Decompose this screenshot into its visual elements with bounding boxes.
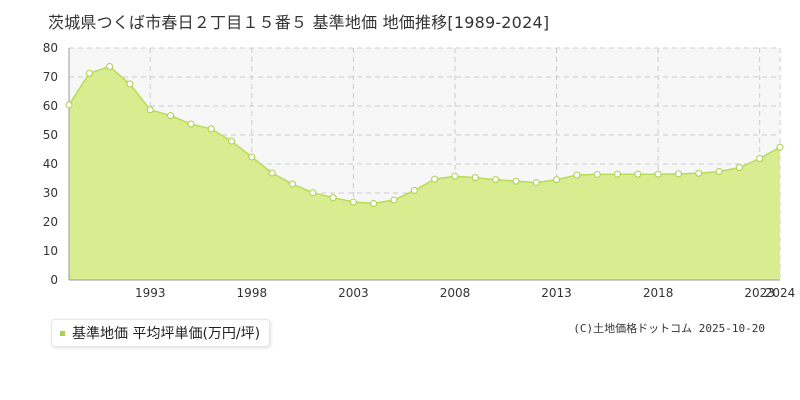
y-tick-label: 60 bbox=[43, 99, 58, 113]
data-point bbox=[85, 69, 93, 77]
tick-label-layer: 0 10 20 30 40 50 60 70 80 1993 1998 2003 2008 2013 201… bbox=[43, 41, 796, 300]
data-point bbox=[288, 180, 296, 188]
x-tick-label: 2018 bbox=[643, 286, 674, 300]
copyright-text: (C)土地価格ドットコム 2025-10-20 bbox=[573, 322, 765, 335]
data-point bbox=[268, 169, 276, 177]
x-tick-label: 1993 bbox=[135, 286, 166, 300]
x-tick-label: 1998 bbox=[237, 286, 268, 300]
data-point bbox=[146, 106, 154, 114]
series-area bbox=[69, 66, 780, 280]
data-point bbox=[187, 120, 195, 128]
axis-layer bbox=[68, 48, 780, 281]
chart-title: 茨城県つくば市春日２丁目１５番５ 基準地価 地価推移[1989-2024] bbox=[48, 13, 550, 32]
data-point bbox=[492, 176, 500, 184]
data-point bbox=[167, 112, 175, 120]
data-point bbox=[654, 170, 662, 178]
data-point bbox=[65, 101, 73, 109]
data-point bbox=[309, 189, 317, 197]
data-point bbox=[329, 194, 337, 202]
data-point bbox=[126, 80, 134, 88]
data-point bbox=[695, 169, 703, 177]
data-point bbox=[471, 174, 479, 182]
data-point bbox=[512, 177, 520, 185]
data-point bbox=[756, 154, 764, 162]
legend-swatch bbox=[60, 330, 65, 336]
y-tick-label: 70 bbox=[43, 70, 58, 84]
data-point bbox=[451, 172, 459, 180]
data-point bbox=[674, 170, 682, 178]
data-point bbox=[248, 153, 256, 161]
data-point bbox=[207, 125, 215, 133]
y-tick-label: 0 bbox=[50, 273, 58, 287]
data-point bbox=[390, 196, 398, 204]
data-point bbox=[228, 137, 236, 145]
data-point bbox=[106, 63, 114, 71]
data-point bbox=[349, 198, 357, 206]
y-tick-label: 30 bbox=[43, 186, 58, 200]
x-tick-label: 2003 bbox=[338, 286, 369, 300]
y-tick-label: 50 bbox=[43, 128, 58, 142]
y-tick-label: 80 bbox=[43, 41, 58, 55]
data-point bbox=[532, 179, 540, 187]
data-point bbox=[553, 176, 561, 184]
data-point bbox=[735, 163, 743, 171]
data-point bbox=[573, 171, 581, 179]
legend-label: 基準地価 平均坪単価(万円/坪) bbox=[72, 326, 261, 342]
data-point bbox=[431, 175, 439, 183]
data-point bbox=[613, 170, 621, 178]
marker-layer bbox=[65, 63, 784, 207]
legend: 基準地価 平均坪単価(万円/坪) bbox=[51, 319, 271, 347]
data-point bbox=[776, 143, 784, 151]
y-tick-label: 40 bbox=[43, 157, 58, 171]
data-point bbox=[410, 186, 418, 194]
x-tick-label: 2013 bbox=[541, 286, 572, 300]
data-point bbox=[593, 170, 601, 178]
x-tick-label: 2008 bbox=[440, 286, 471, 300]
y-tick-label: 10 bbox=[43, 244, 58, 258]
data-point bbox=[715, 168, 723, 176]
data-point bbox=[634, 170, 642, 178]
x-tick-label: 2023 bbox=[744, 286, 775, 300]
y-tick-label: 20 bbox=[43, 215, 58, 229]
x-tick-label: 2024 bbox=[765, 286, 796, 300]
data-point bbox=[370, 199, 378, 207]
